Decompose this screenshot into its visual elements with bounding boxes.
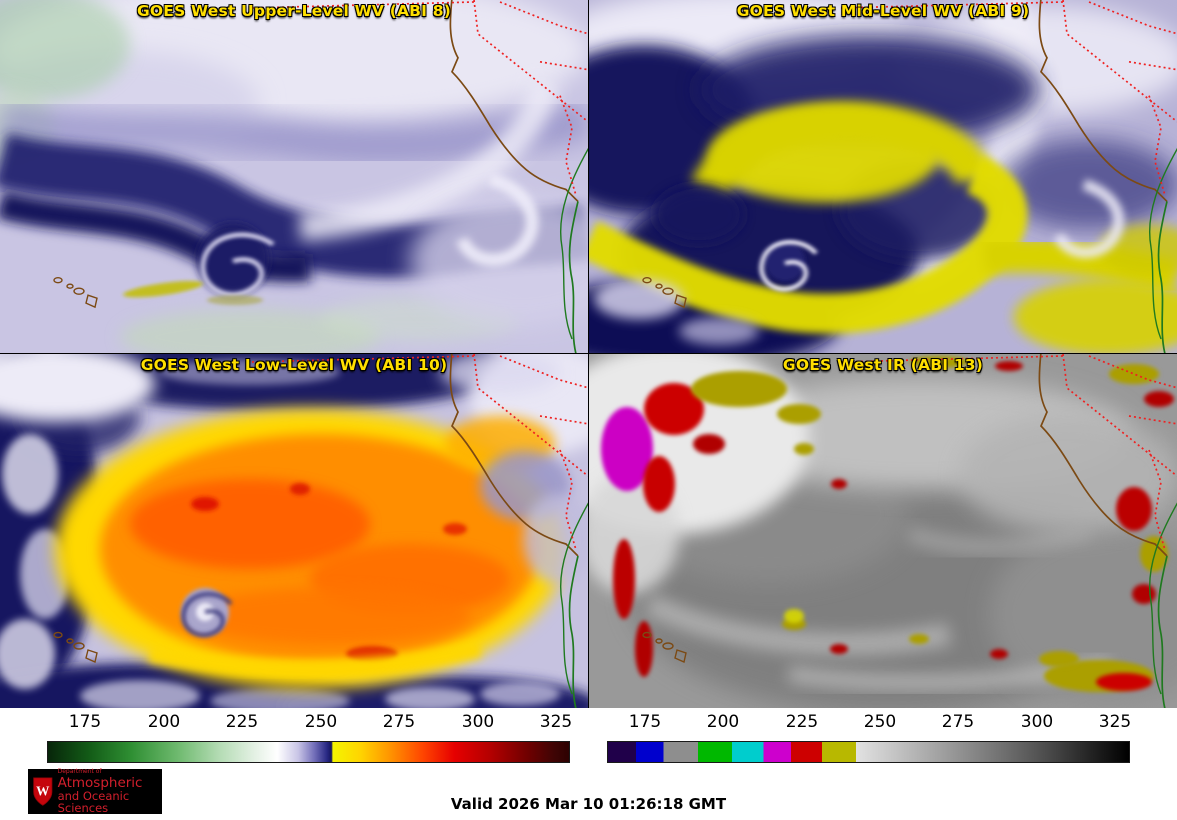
satellite-image-abi10 <box>0 354 588 708</box>
colorbar-tick: 250 <box>304 712 338 732</box>
uw-aos-logo: W Department of Atmospheric and Oceanic … <box>28 768 162 815</box>
colorbar-tick: 325 <box>1098 712 1132 732</box>
colorbar-tick: 175 <box>68 712 102 732</box>
panel-ir: GOES West IR (ABI 13) <box>589 354 1177 708</box>
panel-grid: GOES West Upper-Level WV (ABI 8) <box>0 0 1177 708</box>
panel-title: GOES West Mid-Level WV (ABI 9) <box>736 2 1030 20</box>
colorbar-tick: 225 <box>785 712 819 732</box>
colorbar-tick: 300 <box>461 712 495 732</box>
logo-text: Department of Atmospheric and Oceanic Sc… <box>57 768 162 815</box>
colorbar-tick: 175 <box>628 712 662 732</box>
colorbar-tick: 325 <box>539 712 573 732</box>
colorbar-tick: 300 <box>1020 712 1054 732</box>
footer: W Department of Atmospheric and Oceanic … <box>0 768 1177 820</box>
colorbar-tick: 275 <box>941 712 975 732</box>
colorbar-tick: 250 <box>863 712 897 732</box>
panel-low-level-wv: GOES West Low-Level WV (ABI 10) <box>0 354 588 708</box>
panel-title: GOES West Upper-Level WV (ABI 8) <box>136 2 452 20</box>
colorbar-tick: 200 <box>147 712 181 732</box>
colorbar-tick: 225 <box>225 712 259 732</box>
panel-upper-level-wv: GOES West Upper-Level WV (ABI 8) <box>0 0 588 353</box>
colorbar-zone: 175 200 225 250 275 300 325 175 200 225 … <box>0 708 1177 768</box>
colorbar-tick: 200 <box>706 712 740 732</box>
uw-crest-icon: W <box>33 776 53 806</box>
colorbar-tick: 275 <box>382 712 416 732</box>
panel-title: GOES West Low-Level WV (ABI 10) <box>140 356 448 374</box>
satellite-image-abi8 <box>0 0 588 353</box>
panel-title: GOES West IR (ABI 13) <box>782 356 984 374</box>
valid-time: Valid 2026 Mar 10 01:26:18 GMT <box>450 795 727 813</box>
ir-colorbar <box>607 741 1130 763</box>
wv-colorbar <box>47 741 570 763</box>
satellite-image-abi13 <box>589 354 1177 708</box>
satellite-image-abi9 <box>589 0 1177 353</box>
logo-name-line1: Atmospheric <box>57 774 143 791</box>
logo-dept-line: Department of <box>57 768 102 776</box>
crest-letter: W <box>36 783 50 798</box>
logo-name-line2: and Oceanic Sciences <box>57 788 130 815</box>
panel-mid-level-wv: GOES West Mid-Level WV (ABI 9) <box>589 0 1177 353</box>
